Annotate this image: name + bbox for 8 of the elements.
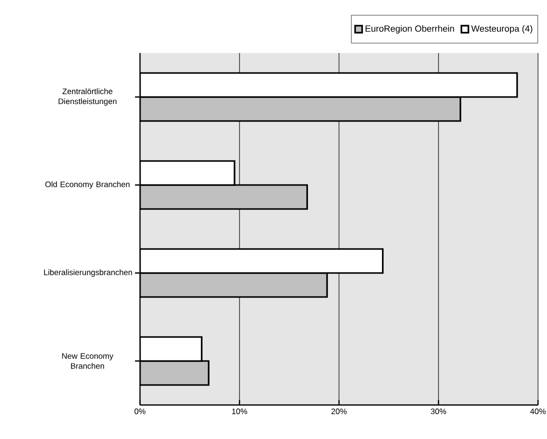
bar — [140, 272, 328, 298]
legend-label: EuroRegion Oberrhein — [366, 25, 454, 34]
legend-label: Westeuropa (4) — [471, 25, 532, 34]
bar — [140, 96, 462, 122]
bar — [140, 184, 308, 210]
bar — [140, 248, 384, 274]
bar — [140, 72, 518, 98]
bar — [140, 160, 236, 186]
